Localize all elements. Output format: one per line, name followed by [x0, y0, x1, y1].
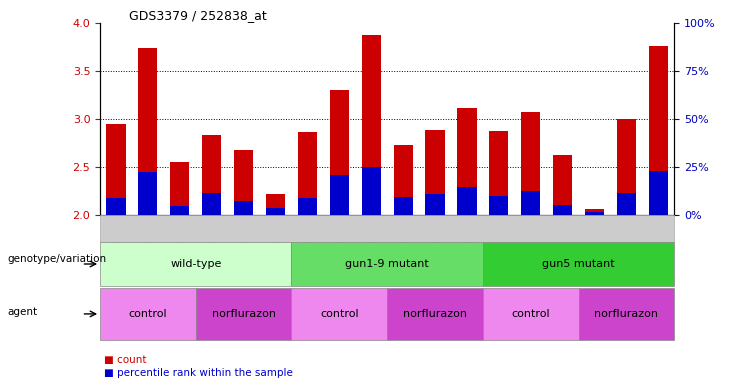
Bar: [585, 209, 604, 215]
Text: wild-type: wild-type: [170, 259, 222, 269]
Bar: [553, 205, 572, 215]
Text: gun1-9 mutant: gun1-9 mutant: [345, 259, 429, 269]
Bar: [298, 131, 317, 215]
Text: norflurazon: norflurazon: [212, 309, 276, 319]
Bar: [202, 136, 222, 215]
Bar: [330, 175, 349, 215]
Bar: [139, 172, 158, 215]
Bar: [425, 194, 445, 215]
Text: genotype/variation: genotype/variation: [7, 254, 107, 265]
Bar: [298, 198, 317, 215]
Text: control: control: [129, 309, 167, 319]
Text: ■ count: ■ count: [104, 355, 146, 365]
Bar: [649, 171, 668, 215]
Bar: [202, 193, 222, 215]
Bar: [139, 48, 158, 215]
Bar: [266, 194, 285, 215]
Bar: [393, 145, 413, 215]
Text: control: control: [511, 309, 550, 319]
Text: GDS3379 / 252838_at: GDS3379 / 252838_at: [129, 9, 267, 22]
Bar: [170, 207, 190, 215]
Bar: [362, 167, 381, 215]
Bar: [393, 197, 413, 215]
Text: gun5 mutant: gun5 mutant: [542, 259, 615, 269]
Bar: [521, 191, 540, 215]
Text: control: control: [320, 309, 359, 319]
Bar: [617, 193, 636, 215]
Text: norflurazon: norflurazon: [403, 309, 467, 319]
Bar: [457, 187, 476, 215]
Bar: [234, 201, 253, 215]
Bar: [107, 198, 125, 215]
Bar: [457, 108, 476, 215]
Bar: [585, 212, 604, 215]
Bar: [617, 119, 636, 215]
Bar: [649, 46, 668, 215]
Text: ■ percentile rank within the sample: ■ percentile rank within the sample: [104, 368, 293, 378]
Bar: [362, 35, 381, 215]
Bar: [489, 131, 508, 215]
Bar: [425, 130, 445, 215]
Text: norflurazon: norflurazon: [594, 309, 659, 319]
Bar: [266, 209, 285, 215]
Bar: [107, 124, 125, 215]
Bar: [521, 113, 540, 215]
Text: agent: agent: [7, 307, 38, 317]
Bar: [234, 150, 253, 215]
Bar: [553, 155, 572, 215]
Bar: [330, 90, 349, 215]
Bar: [170, 162, 190, 215]
Bar: [489, 196, 508, 215]
